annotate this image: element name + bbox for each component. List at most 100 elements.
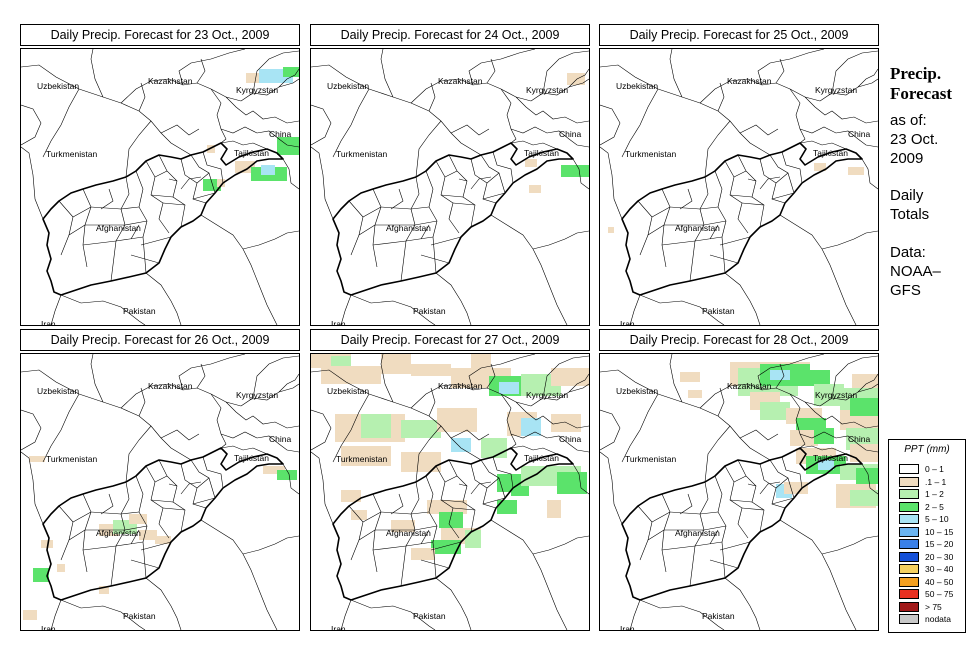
precip-cell	[499, 382, 519, 394]
country-border	[428, 387, 436, 417]
province-border	[135, 475, 148, 579]
precip-cell	[784, 482, 808, 494]
province-border	[482, 172, 506, 200]
side-title-line1: Precip.	[890, 64, 942, 83]
label-kazakhstan: Kazakhstan	[727, 76, 772, 86]
province-border	[82, 511, 125, 551]
precip-cell	[361, 414, 391, 438]
country-border	[724, 272, 761, 325]
province-border	[781, 151, 803, 184]
country-border	[600, 369, 771, 461]
country-border	[821, 230, 878, 250]
precip-cell	[814, 428, 834, 444]
map-frame: Uzbekistan Kazakhstan Kyrgyzstan China Turkm…	[599, 48, 879, 326]
country-border	[340, 599, 352, 630]
label-afghanistan: Afghanistan	[675, 223, 720, 233]
province-border	[130, 541, 172, 569]
panel-title: Daily Precip. Forecast for 24 Oct., 2009	[310, 24, 590, 46]
country-border	[799, 140, 847, 150]
province-border	[400, 176, 420, 282]
province-border	[769, 154, 795, 194]
country-border	[311, 369, 482, 461]
precip-map: Uzbekistan Kazakhstan Kyrgyzstan China Turkm…	[311, 49, 589, 325]
side-totals-line2: Totals	[890, 206, 930, 223]
precip-cell	[814, 384, 844, 406]
country-border	[196, 363, 206, 389]
precip-cell	[437, 408, 477, 432]
province-border	[448, 459, 476, 533]
precip-cell	[203, 179, 221, 191]
country-border	[350, 599, 436, 630]
province-border	[689, 481, 709, 587]
province-border	[158, 459, 186, 533]
precip-cell	[525, 159, 537, 167]
precip-layer	[680, 362, 878, 508]
country-border	[332, 393, 370, 463]
map-frame: Uzbekistan Kazakhstan Kyrgyzstan China Turkm…	[20, 353, 300, 631]
province-border	[58, 505, 74, 561]
country-border	[669, 49, 683, 98]
province-border	[150, 475, 186, 511]
province-border	[145, 465, 170, 539]
precip-cell	[29, 456, 45, 462]
legend-item: .1 – 1	[899, 476, 963, 488]
province-border	[637, 200, 653, 256]
country-border	[21, 64, 192, 156]
precip-cell	[551, 368, 589, 386]
country-border	[210, 88, 227, 144]
country-border	[21, 369, 192, 461]
province-border	[158, 154, 186, 228]
country-border	[542, 50, 589, 94]
precip-cell	[155, 536, 171, 544]
province-border	[115, 206, 148, 242]
label-kyrgyzstan: Kyrgyzstan	[236, 390, 278, 400]
country-border	[542, 355, 589, 399]
country-border	[861, 158, 878, 190]
province-border	[637, 505, 653, 561]
country-border	[42, 393, 80, 463]
label-iran: Iran	[331, 624, 346, 630]
country-border	[600, 451, 623, 525]
country-border	[435, 272, 472, 325]
country-border	[639, 599, 725, 630]
side-asof: as of:	[890, 112, 927, 129]
province-border	[82, 188, 92, 268]
legend-item: 0 – 1	[899, 464, 963, 475]
country-border	[60, 599, 146, 630]
legend-item: 40 – 50	[899, 576, 963, 588]
map-panel-3: Daily Precip. Forecast for 25 Oct., 2009…	[599, 24, 879, 326]
country-border	[252, 355, 299, 399]
country-border	[468, 49, 536, 86]
province-border	[110, 176, 130, 282]
precip-cell	[431, 540, 461, 554]
country-border	[739, 124, 779, 136]
country-border	[530, 78, 589, 102]
country-border	[380, 49, 394, 98]
label-china: China	[559, 434, 581, 444]
country-border	[225, 401, 299, 429]
precip-map: Uzbekistan Kazakhstan Kyrgyzstan China Turkm…	[21, 49, 299, 325]
label-uzbekistan: Uzbekistan	[616, 81, 658, 91]
province-border	[694, 206, 727, 242]
province-border	[348, 505, 364, 561]
country-border	[669, 354, 683, 403]
province-border	[168, 481, 202, 495]
label-tajikistan: Tajikistan	[234, 148, 269, 158]
country-border	[799, 126, 878, 148]
country-border	[486, 58, 496, 84]
province-border	[110, 481, 130, 587]
country-border	[510, 445, 558, 455]
province-border	[737, 459, 765, 533]
province-border	[390, 493, 430, 545]
label-pakistan: Pakistan	[702, 306, 735, 316]
map-frame: Uzbekistan Kazakhstan Kyrgyzstan China Turkm…	[310, 353, 590, 631]
legend-swatch	[899, 464, 919, 474]
province-border	[709, 236, 751, 264]
country-border	[242, 535, 299, 555]
country-border	[380, 354, 394, 403]
province-border	[747, 481, 781, 495]
province-border	[68, 511, 92, 541]
legend-swatch	[899, 526, 919, 537]
label-kyrgyzstan: Kyrgyzstan	[526, 390, 568, 400]
label-turkmenistan: Turkmenistan	[336, 454, 387, 464]
